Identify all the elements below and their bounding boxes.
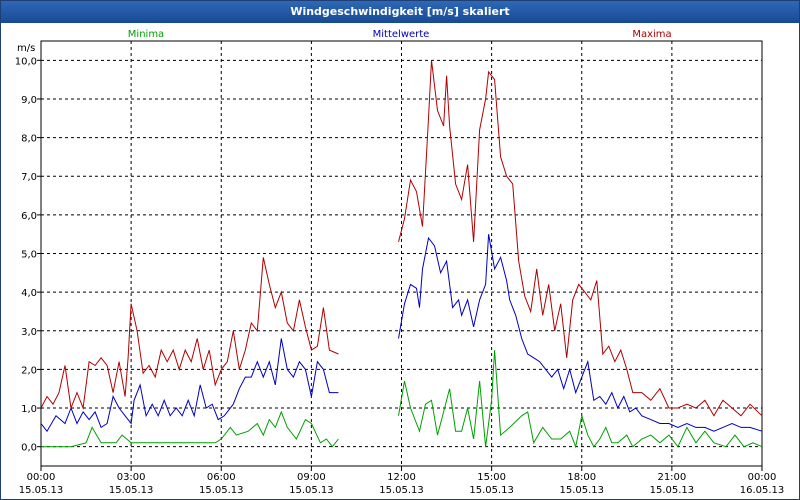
window-title: Windgeschwindigkeit [m/s] skaliert <box>1 1 799 23</box>
x-tick-time: 15:00 <box>477 472 506 483</box>
series-line-mittelwerte <box>40 338 339 433</box>
y-tick-label: 2,0 <box>21 365 37 376</box>
x-tick-time: 06:00 <box>207 472 236 483</box>
wind-speed-chart: m/s Minima Mittelwerte Maxima 0,0 1,0 2,0 3… <box>15 29 785 496</box>
y-tick-label: 6,0 <box>21 211 37 222</box>
x-tick-date: 15.05.13 <box>109 485 154 496</box>
legend-maxima: Maxima <box>632 29 671 40</box>
x-tick-time: 00:00 <box>748 472 777 483</box>
x-tick-date: 15.05.13 <box>379 485 424 496</box>
x-tick-date: 15.05.13 <box>650 485 695 496</box>
y-tick-label: 1,0 <box>21 404 37 415</box>
series-line-mittelwerte <box>398 234 763 432</box>
x-tick-date: 15.05.13 <box>19 485 64 496</box>
legend-mittelwerte: Mittelwerte <box>373 29 430 40</box>
x-tick-time: 21:00 <box>657 472 686 483</box>
x-tick-date: 16.05.13 <box>740 485 785 496</box>
x-tick-date: 15.05.13 <box>469 485 514 496</box>
y-tick-label: 7,0 <box>21 172 37 183</box>
x-tick-time: 12:00 <box>387 472 416 483</box>
x-tick-time: 03:00 <box>117 472 146 483</box>
y-tick-label: 10,0 <box>15 56 37 67</box>
x-tick-date: 15.05.13 <box>559 485 604 496</box>
x-tick-time: 18:00 <box>567 472 596 483</box>
legend-minima: Minima <box>128 29 164 40</box>
x-tick-date: 15.05.13 <box>289 485 334 496</box>
y-axis-label: m/s <box>17 43 35 54</box>
y-tick-label: 4,0 <box>21 288 37 299</box>
series-line-maxima <box>40 257 339 410</box>
y-tick-label: 8,0 <box>21 134 37 145</box>
x-tick-time: 09:00 <box>297 472 326 483</box>
y-tick-label: 5,0 <box>21 250 37 261</box>
series-line-maxima <box>398 60 763 417</box>
y-tick-label: 0,0 <box>21 443 37 454</box>
series-line-minima <box>41 410 339 448</box>
y-tick-label: 3,0 <box>21 327 37 338</box>
x-tick-time: 00:00 <box>27 472 56 483</box>
y-tick-label: 9,0 <box>21 95 37 106</box>
series-line-minima <box>398 350 763 449</box>
x-tick-date: 15.05.13 <box>199 485 244 496</box>
